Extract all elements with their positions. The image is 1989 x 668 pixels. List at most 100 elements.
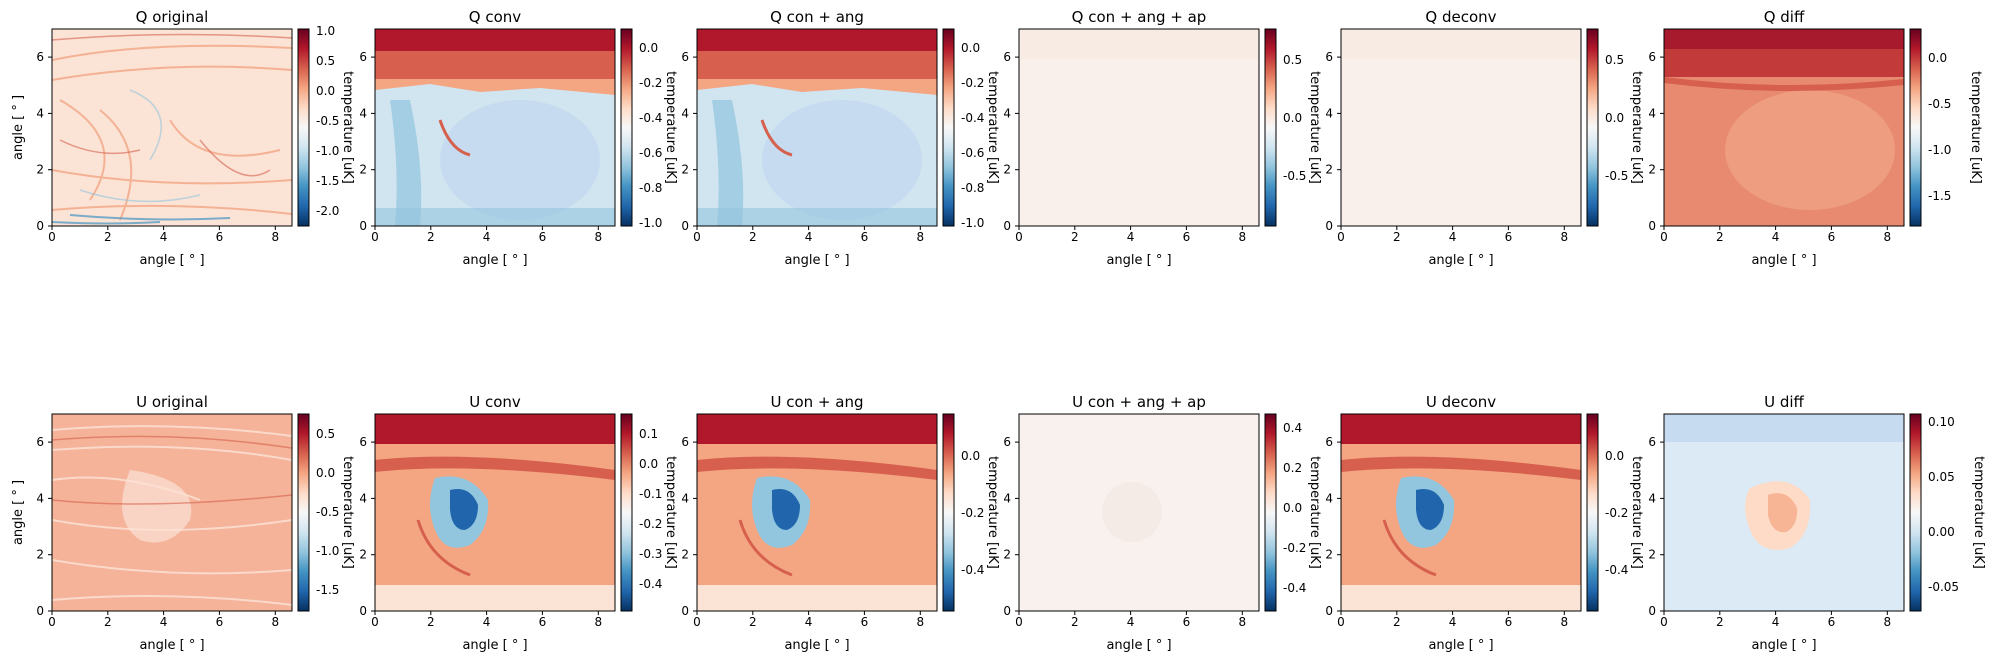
y-tick-label: 2 xyxy=(1325,548,1333,562)
colorbar-tick-label: 0.0 xyxy=(961,449,980,463)
y-tick-label: 6 xyxy=(36,435,44,449)
panel-q-con-ang-ap: Q con + ang + ap 0 2 4 6 8 angle [ ° ] 0… xyxy=(1003,8,1322,268)
colorbar-tick-label: 0.0 xyxy=(316,84,335,98)
y-tick-label: 0 xyxy=(359,604,367,618)
x-axis-label: angle [ ° ] xyxy=(1751,253,1816,268)
y-tick-label: 6 xyxy=(1325,50,1333,64)
y-tick-label: 4 xyxy=(1325,491,1333,505)
y-axis: 0 2 4 6 xyxy=(359,435,375,618)
y-tick-label: 6 xyxy=(36,50,44,64)
x-tick-label: 2 xyxy=(1393,230,1401,244)
panel-title: U conv xyxy=(469,393,521,411)
heatmap-u-diff xyxy=(1664,414,1904,611)
y-tick-label: 2 xyxy=(359,548,367,562)
y-tick-label: 4 xyxy=(36,106,44,120)
y-tick-label: 2 xyxy=(36,548,44,562)
y-tick-label: 2 xyxy=(1003,548,1011,562)
x-tick-label: 0 xyxy=(1337,615,1345,629)
colorbar-tick-label: -0.5 xyxy=(1605,169,1628,183)
colorbar-tick-label: 1.0 xyxy=(316,24,335,38)
x-tick-label: 4 xyxy=(1772,615,1780,629)
y-tick-label: 4 xyxy=(681,106,689,120)
y-tick-label: 0 xyxy=(36,219,44,233)
colorbar-label: temperature [uK] xyxy=(663,456,678,569)
x-axis-label: angle [ ° ] xyxy=(1106,253,1171,268)
colorbar-tick-label: 0.10 xyxy=(1928,415,1955,429)
x-tick-label: 2 xyxy=(1716,230,1724,244)
colorbar-tick-label: -1.0 xyxy=(961,216,984,230)
colorbar-tick-label: -0.5 xyxy=(316,505,339,519)
colorbar-tick-label: -1.5 xyxy=(1928,189,1951,203)
colorbar-label: temperature [uK] xyxy=(663,71,678,184)
y-tick-label: 0 xyxy=(1003,604,1011,618)
x-axis: 0 2 4 6 8 angle [ ° ] xyxy=(48,611,279,653)
y-tick-label: 6 xyxy=(1003,435,1011,449)
colorbar-tick-label: 0.0 xyxy=(1605,449,1624,463)
x-tick-label: 6 xyxy=(1828,615,1836,629)
y-tick-label: 4 xyxy=(1003,491,1011,505)
x-tick-label: 8 xyxy=(1883,615,1891,629)
colorbar-gradient xyxy=(1264,413,1277,612)
x-tick-label: 0 xyxy=(1660,615,1668,629)
x-tick-label: 2 xyxy=(1393,615,1401,629)
colorbar-tick-label: -1.0 xyxy=(1928,143,1951,157)
x-tick-label: 8 xyxy=(271,230,279,244)
x-axis: 0 2 4 6 8 angle [ ° ] xyxy=(371,611,602,653)
x-axis: 0 2 4 6 8 angle [ ° ] xyxy=(1015,611,1246,653)
colorbar-tick-label: -1.0 xyxy=(639,216,662,230)
x-tick-label: 0 xyxy=(693,230,701,244)
colorbar: 0.0 -0.5 -1.0 -1.5 temperature [uK] xyxy=(1909,28,1983,227)
x-tick-label: 8 xyxy=(916,615,924,629)
x-axis-label: angle [ ° ] xyxy=(1751,638,1816,653)
y-tick-label: 0 xyxy=(681,219,689,233)
panel-title: Q deconv xyxy=(1425,8,1496,26)
plot-frame xyxy=(1340,28,1582,227)
x-axis: 0 2 4 6 8 angle [ ° ] xyxy=(1660,611,1891,653)
heatmap-u-deconv xyxy=(1341,414,1581,611)
y-tick-label: 2 xyxy=(681,548,689,562)
heatmap-q-con-ang xyxy=(697,29,937,226)
panel-title: U con + ang + ap xyxy=(1072,393,1206,411)
y-tick-label: 0 xyxy=(1325,604,1333,618)
colorbar-tick-label: -0.2 xyxy=(961,506,984,520)
colorbar-tick-label: -0.2 xyxy=(961,76,984,90)
colorbar-tick-label: 0.0 xyxy=(1283,111,1302,125)
colorbar-label: temperature [uK] xyxy=(340,71,355,184)
y-tick-label: 4 xyxy=(1003,106,1011,120)
x-tick-label: 0 xyxy=(371,230,379,244)
x-tick-label: 8 xyxy=(1883,230,1891,244)
panel-title: Q con + ang xyxy=(770,8,864,26)
x-tick-label: 2 xyxy=(749,615,757,629)
x-tick-label: 0 xyxy=(48,230,56,244)
panel-title: Q original xyxy=(136,8,209,26)
plot-frame xyxy=(51,28,293,227)
x-tick-label: 2 xyxy=(1716,615,1724,629)
x-tick-label: 2 xyxy=(427,230,435,244)
x-axis: 0 2 4 6 8 angle [ ° ] xyxy=(1337,611,1568,653)
colorbar-tick-label: 0.0 xyxy=(639,41,658,55)
x-axis: 0 2 4 6 8 angle [ ° ] xyxy=(1337,226,1568,268)
colorbar-tick-label: -0.2 xyxy=(1605,506,1628,520)
panel-title: U original xyxy=(136,393,208,411)
x-tick-label: 4 xyxy=(1127,615,1135,629)
panel-title: Q conv xyxy=(469,8,522,26)
y-axis: 0 2 4 6 xyxy=(1325,50,1341,233)
x-tick-label: 6 xyxy=(1183,230,1191,244)
colorbar-tick-label: -0.5 xyxy=(1283,169,1306,183)
colorbar-tick-label: -1.5 xyxy=(316,174,339,188)
colorbar-tick-label: -1.0 xyxy=(316,144,339,158)
colorbar-gradient xyxy=(620,28,633,227)
y-tick-label: 0 xyxy=(1003,219,1011,233)
panel-u-deconv: U deconv 0 2 4 6 8 angle [ ° ] 0 2 4 6 xyxy=(1325,393,1644,653)
y-tick-label: 2 xyxy=(1648,163,1656,177)
y-tick-label: 6 xyxy=(1325,435,1333,449)
plot-frame xyxy=(1663,413,1905,612)
colorbar: 1.0 0.5 0.0 -0.5 -1.0 -1.5 -2.0 temperat… xyxy=(297,24,355,227)
colorbar-label: temperature [uK] xyxy=(985,71,1000,184)
panel-title: U deconv xyxy=(1426,393,1496,411)
y-axis: 0 2 4 6 xyxy=(1648,435,1664,618)
colorbar-gradient xyxy=(1586,413,1599,612)
colorbar-tick-label: -1.5 xyxy=(316,583,339,597)
x-axis: 0 2 4 6 8 angle [ ° ] xyxy=(1660,226,1891,268)
y-tick-label: 6 xyxy=(681,435,689,449)
